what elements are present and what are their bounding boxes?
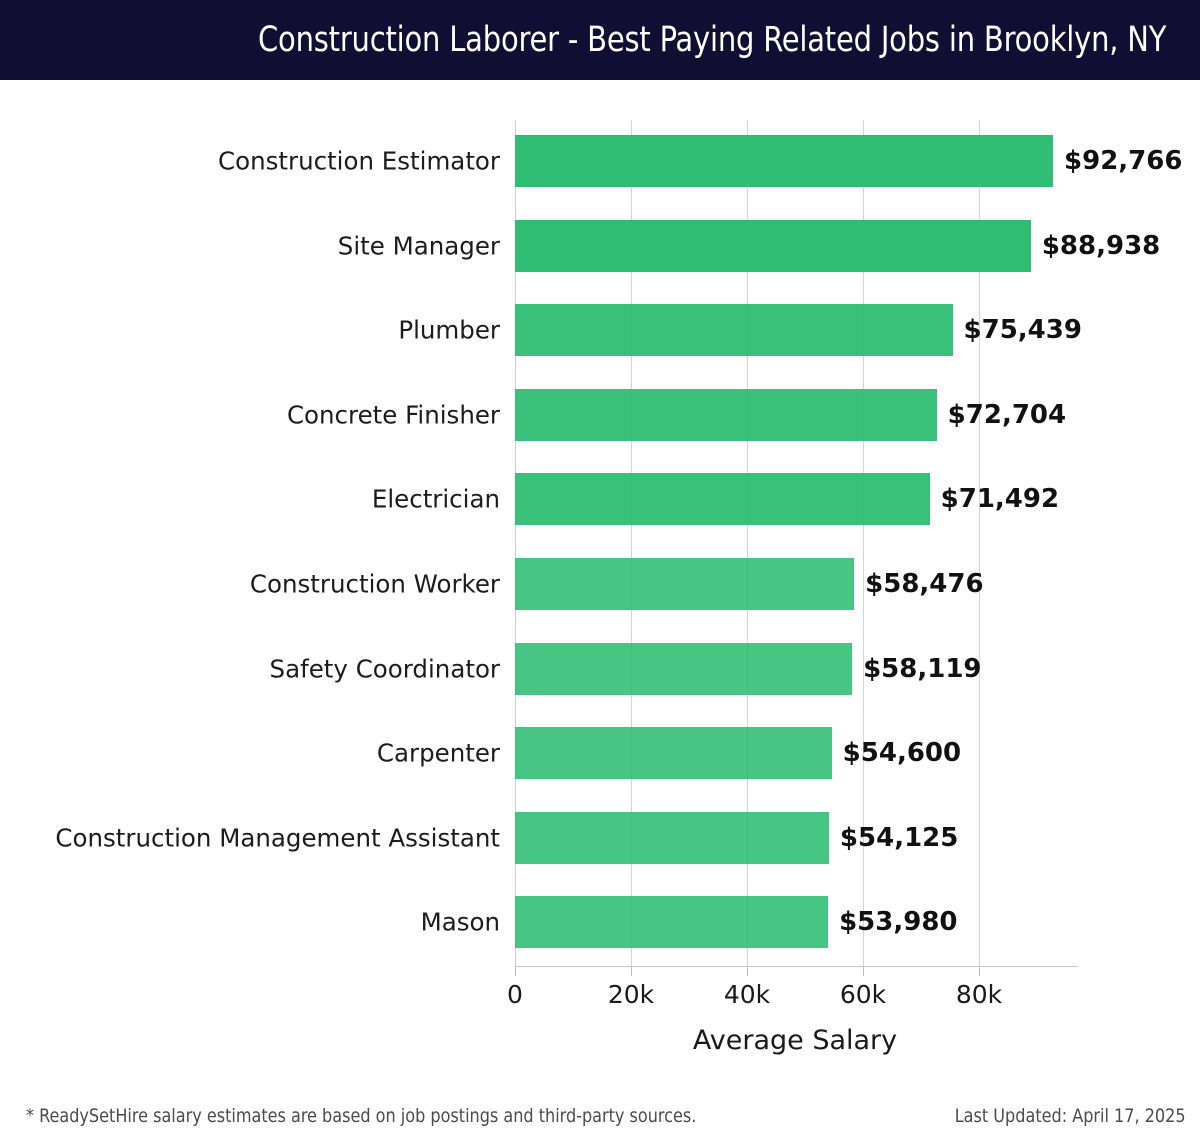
bar-value-label: $58,476 <box>865 569 984 599</box>
footer-disclaimer: * ReadySetHire salary estimates are base… <box>26 1105 697 1127</box>
footer: * ReadySetHire salary estimates are base… <box>0 1092 1200 1140</box>
bar-row: Plumber $75,439 <box>0 304 1200 357</box>
x-axis-tick <box>631 967 632 976</box>
bar[interactable] <box>515 811 829 864</box>
x-axis-title-text: Average Salary <box>692 1025 898 1056</box>
x-axis-tick <box>863 967 864 976</box>
bar-category-label: Carpenter <box>376 738 500 768</box>
x-axis-tick <box>515 967 516 976</box>
x-axis-line <box>515 966 1078 967</box>
bar-category-label: Construction Worker <box>249 569 500 599</box>
bar-category-label: Concrete Finisher <box>286 400 500 430</box>
bar[interactable] <box>515 135 1054 187</box>
bar-category-label: Safety Coordinator <box>269 654 500 684</box>
x-axis-tick-label: 20k <box>607 980 655 1009</box>
bar-category-label: Electrician <box>371 484 500 514</box>
bar-value-label: $88,938 <box>1041 230 1161 261</box>
x-axis-tick <box>979 967 980 976</box>
bar-value-label: $71,492 <box>940 484 1060 515</box>
bar[interactable] <box>515 896 829 949</box>
bar[interactable] <box>515 219 1031 272</box>
bar-category-label: Site Manager <box>337 231 500 261</box>
bar-row: Carpenter $54,600 <box>0 727 1200 780</box>
bar-row: Construction Worker $58,476 <box>0 558 1200 610</box>
x-axis-tick-label: 80k <box>955 980 1003 1009</box>
bar[interactable] <box>515 473 930 526</box>
bar-value-label: $92,766 <box>1064 146 1183 176</box>
bar-value-label: $72,704 <box>947 399 1067 430</box>
bar-category-label: Mason <box>420 907 500 937</box>
bar-value-label: $58,119 <box>863 653 982 684</box>
bar[interactable] <box>515 388 937 441</box>
x-axis-title: Average Salary <box>0 1025 1200 1056</box>
bar-row: Construction Estimator $92,766 <box>0 135 1200 187</box>
page-title: Construction Laborer - Best Paying Relat… <box>257 20 1166 60</box>
x-axis-tick <box>747 967 748 976</box>
x-axis-tick-label: 0 <box>507 980 523 1009</box>
bar[interactable] <box>515 304 953 357</box>
chart-plot-area: 0 20k 40k 60k 80k Construction Estimator $92,… <box>0 80 1200 1060</box>
bar-value-label: $53,980 <box>839 907 958 938</box>
bar-category-label: Construction Estimator <box>218 146 500 176</box>
title-bar: Construction Laborer - Best Paying Relat… <box>0 0 1200 80</box>
bar-category-label: Plumber <box>398 315 500 345</box>
bar[interactable] <box>515 642 853 695</box>
footer-last-updated: Last Updated: April 17, 2025 <box>955 1105 1186 1127</box>
x-axis-tick-label: 60k <box>839 980 887 1009</box>
bar-row: Construction Management Assistant $54,125 <box>0 811 1200 864</box>
bar-value-label: $75,439 <box>963 315 1082 346</box>
bar-row: Safety Coordinator $58,119 <box>0 642 1200 695</box>
x-axis-tick-label: 40k <box>723 980 771 1009</box>
bar-row: Site Manager $88,938 <box>0 219 1200 272</box>
bar-value-label: $54,600 <box>842 738 962 769</box>
bar-row: Concrete Finisher $72,704 <box>0 388 1200 441</box>
bar-value-label: $54,125 <box>839 822 959 853</box>
bar[interactable] <box>515 558 855 610</box>
bar-row: Electrician $71,492 <box>0 473 1200 526</box>
bar[interactable] <box>515 727 832 780</box>
bar-category-label: Construction Management Assistant <box>55 823 500 853</box>
bar-row: Mason $53,980 <box>0 896 1200 949</box>
